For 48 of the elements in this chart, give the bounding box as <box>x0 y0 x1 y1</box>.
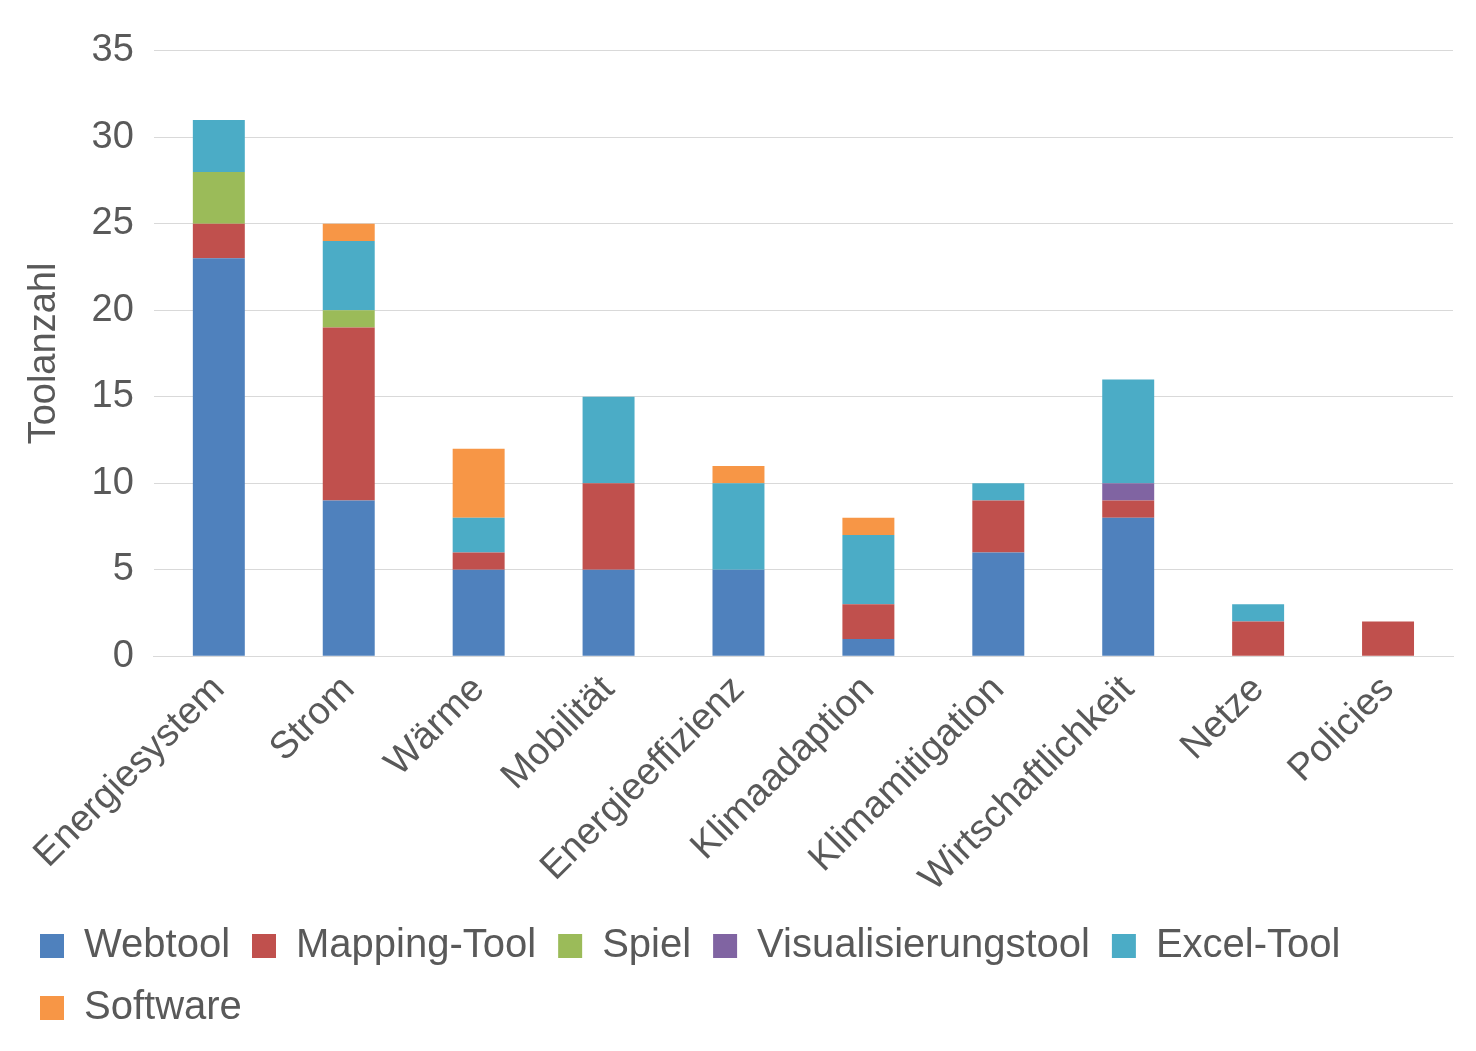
bar <box>322 223 375 242</box>
y-axis-title: Toolanzahl <box>21 262 64 445</box>
bar <box>1102 379 1155 484</box>
bar <box>1102 483 1155 501</box>
bar <box>1102 517 1155 656</box>
bar <box>1102 500 1155 518</box>
y-tick-label: 5 <box>112 546 134 589</box>
legend-label: Software <box>84 983 242 1028</box>
bar <box>972 483 1025 501</box>
bar <box>582 569 635 656</box>
bar <box>192 258 245 656</box>
y-tick-label: 30 <box>91 113 134 156</box>
bar <box>192 171 245 224</box>
bar <box>452 517 505 553</box>
bar <box>1232 621 1285 656</box>
bar <box>192 223 245 259</box>
bar <box>582 396 635 484</box>
bar <box>1232 604 1285 622</box>
bar <box>452 569 505 656</box>
bar <box>322 327 375 501</box>
bar <box>972 500 1025 553</box>
y-tick-label: 20 <box>91 286 134 329</box>
bar <box>582 483 635 570</box>
y-tick-label: 35 <box>91 27 134 70</box>
bar <box>842 638 895 656</box>
legend-label: Excel-Tool <box>1155 921 1341 966</box>
bar <box>322 241 375 311</box>
bar <box>712 465 765 484</box>
y-tick-label: 25 <box>91 200 134 243</box>
bar <box>712 569 765 656</box>
bar <box>842 535 895 605</box>
legend-label: Spiel <box>602 921 692 966</box>
legend-label: Webtool <box>84 921 231 966</box>
y-tick-label: 10 <box>91 459 134 502</box>
bar <box>842 604 895 639</box>
bar <box>452 552 505 570</box>
y-tick-label: 15 <box>91 373 134 416</box>
bar <box>842 517 895 536</box>
legend-label: Mapping-Tool <box>296 921 537 966</box>
bar <box>322 310 375 328</box>
bar <box>1362 621 1415 656</box>
y-tick-label: 0 <box>112 632 134 675</box>
bar <box>712 483 765 570</box>
bar <box>452 448 505 518</box>
bar <box>322 500 375 656</box>
legend-label: Visualisierungstool <box>757 921 1090 966</box>
bar <box>972 552 1025 656</box>
bar <box>192 119 245 172</box>
